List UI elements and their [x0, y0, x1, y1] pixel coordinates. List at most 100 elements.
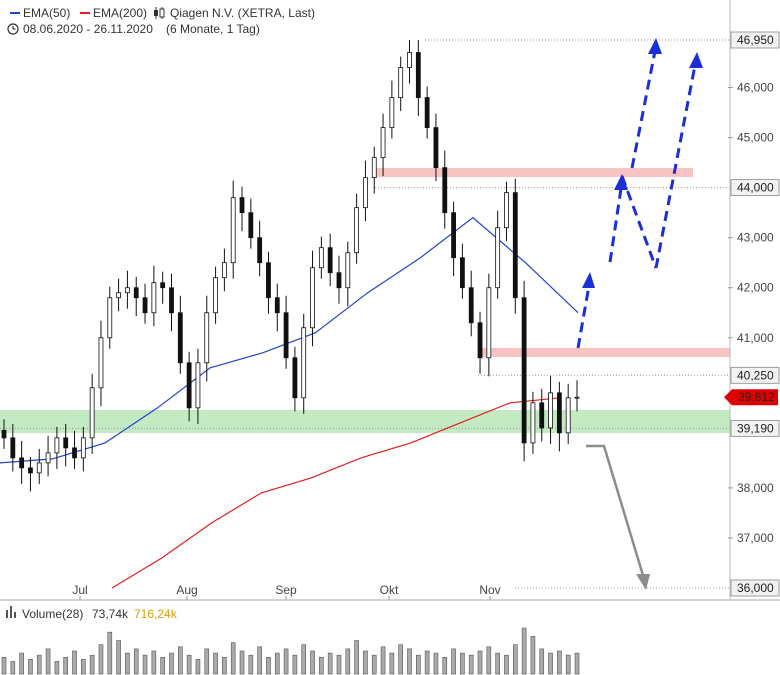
y-tick-label: 45,000: [737, 131, 774, 145]
candles: [1, 40, 580, 492]
volume-value-1: 73,74k: [92, 607, 129, 621]
volume-bar: [380, 646, 386, 675]
candle-body: [45, 452, 51, 464]
level-box-39190: [730, 419, 780, 437]
y-tick-label: 37,000: [737, 531, 774, 545]
volume-bar: [468, 654, 474, 675]
volume-bar: [301, 644, 307, 675]
volume-bar: [178, 646, 183, 675]
level-box-44000: [730, 179, 780, 197]
candle-body: [433, 127, 439, 169]
x-tick-label: Aug: [176, 583, 197, 597]
candle-body: [107, 297, 113, 339]
resistance-zone-44000: [375, 168, 693, 177]
candle-body: [80, 437, 86, 459]
candle-body: [1, 429, 7, 439]
volume-bar: [327, 652, 333, 675]
candle-body: [19, 457, 25, 469]
volume-bar: [548, 652, 553, 675]
level-label-46950: 46,950: [737, 33, 774, 47]
volume-bar: [451, 648, 456, 675]
candle-body: [98, 337, 104, 389]
ema50-line: [0, 216, 579, 464]
date-range: 08.06.2020 - 26.11.2020: [23, 22, 153, 36]
candle-body: [486, 287, 492, 359]
volume-bar: [186, 654, 192, 675]
level-labels: 46,950 44,000 40,250 39,190 36,000: [730, 31, 780, 597]
candle-body: [504, 192, 509, 229]
volume-bar: [19, 652, 24, 675]
x-tick-label: Jul: [72, 583, 87, 597]
volume-bar: [81, 659, 86, 675]
candle-body: [459, 257, 465, 289]
resistance-zone-40250: [478, 348, 730, 357]
candle-body: [327, 247, 333, 274]
candle-body: [451, 212, 456, 259]
candle-body: [230, 197, 236, 264]
volume-bar: [319, 656, 324, 675]
volume-bar: [477, 650, 483, 675]
level-label-44000: 44,000: [737, 181, 774, 195]
level-box-36000: [730, 579, 780, 597]
volume-bar: [345, 648, 351, 675]
last-price-label: 39,812: [738, 390, 775, 404]
bull-arrow-3: [620, 175, 658, 269]
candle-body: [221, 262, 227, 279]
candle-body: [477, 322, 483, 359]
candle-body: [28, 467, 33, 474]
volume-bar: [354, 640, 359, 675]
candle-body: [495, 227, 501, 289]
candle-body: [248, 212, 254, 239]
volume-bar: [557, 650, 562, 675]
volume-bar: [504, 654, 509, 675]
volume-bar: [495, 652, 500, 675]
support-zone: [0, 410, 730, 433]
y-axis-ticks: 37,000 38,000 41,000 42,000 43,000 45,000 46,0…: [728, 81, 774, 545]
bull-arrowhead-2: [614, 174, 628, 190]
candle-body: [177, 312, 183, 364]
volume-bar: [72, 650, 77, 675]
candle-body: [539, 402, 545, 429]
bull-arrow-2: [608, 181, 624, 263]
bear-arrowhead: [636, 574, 650, 590]
bull-arrow-1: [576, 279, 592, 349]
volume-bar: [266, 656, 271, 675]
bearish-projection: [586, 444, 650, 590]
volume-bar: [257, 646, 262, 675]
date-range-note: (6 Monate, 1 Tag): [166, 22, 260, 36]
volume-bar: [442, 656, 448, 675]
candle-body: [257, 237, 263, 264]
candle-body: [301, 327, 307, 399]
y-tick-label: 38,000: [737, 481, 774, 495]
volume-bar: [310, 650, 315, 675]
volume-bar: [125, 652, 130, 675]
volume-bar: [530, 636, 536, 675]
volume-value-2: 716,24k: [134, 607, 178, 621]
volume-bar: [283, 648, 289, 675]
candle-body: [125, 287, 130, 294]
level-label-39190: 39,190: [737, 421, 774, 435]
ema50-legend-label: EMA(50): [23, 6, 70, 20]
volume-bar: [45, 648, 51, 675]
volume-bar: [274, 652, 280, 675]
candle-body: [283, 312, 289, 359]
candle-body: [318, 247, 324, 269]
bull-arrow-4: [630, 45, 658, 169]
volume-bar: [10, 661, 16, 675]
candle-body: [371, 157, 377, 179]
volume-bar: [424, 650, 430, 675]
candle-body: [54, 437, 60, 454]
candle-body: [151, 282, 157, 314]
volume-bar: [142, 654, 148, 675]
candle-body: [169, 287, 174, 314]
ema200-line: [111, 397, 561, 589]
candle-body: [389, 97, 395, 128]
candle-body: [380, 127, 386, 159]
volume-bar: [28, 659, 33, 675]
candle-body: [133, 287, 139, 299]
candle-body: [345, 252, 351, 289]
candle-body: [424, 97, 430, 128]
ema200-legend-label: EMA(200): [93, 6, 147, 20]
volume-bar: [89, 654, 95, 675]
candle-body: [363, 177, 368, 209]
